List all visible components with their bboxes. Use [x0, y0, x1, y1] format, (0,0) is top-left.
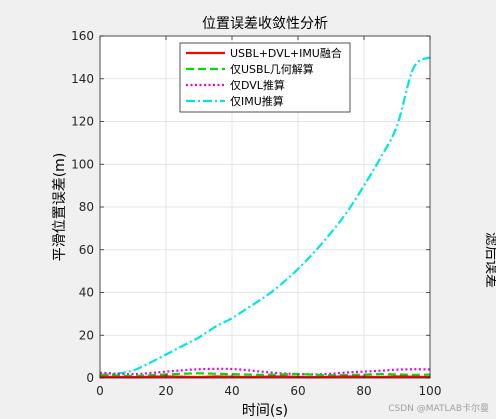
y-tick-label: 60	[79, 243, 94, 257]
cut-off-secondary-label: 滤后误差	[483, 232, 496, 288]
legend-label-3: 仅IMU推算	[230, 94, 284, 108]
y-tick-label: 20	[79, 328, 94, 342]
tick-labels: 0 20 40 60 80 100 0 20 40 60 80 100 120 140 160	[71, 29, 441, 398]
series-lines	[99, 56, 431, 379]
series-line-2	[99, 367, 431, 376]
axis-ticks	[99, 35, 431, 379]
watermark: CSDN @MATLAB卡尔曼	[388, 402, 489, 414]
y-tick-label: 80	[79, 200, 94, 214]
y-axis-label: 平滑位置误差(m)	[51, 153, 68, 262]
series-line-3	[99, 56, 431, 376]
series-line-1	[99, 372, 431, 377]
legend-label-0: USBL+DVL+IMU融合	[230, 46, 342, 60]
legend-label-1: 仅USBL几何解算	[230, 62, 314, 76]
y-tick-label: 140	[71, 72, 94, 86]
chart-title: 位置误差收敛性分析	[202, 16, 328, 32]
legend-label-2: 仅DVL推算	[230, 78, 285, 92]
x-axis-label: 时间(s)	[242, 403, 288, 419]
x-tick-label: 60	[290, 384, 305, 398]
y-tick-label: 0	[86, 371, 94, 385]
x-tick-label: 20	[158, 384, 173, 398]
x-tick-label: 80	[356, 384, 371, 398]
x-tick-label: 0	[96, 384, 104, 398]
y-tick-label: 40	[79, 286, 94, 300]
y-tick-label: 100	[71, 157, 94, 171]
y-tick-label: 160	[71, 29, 94, 43]
series-line-0	[99, 375, 431, 379]
x-tick-label: 40	[224, 384, 239, 398]
x-tick-label: 100	[419, 384, 442, 398]
y-tick-label: 120	[71, 115, 94, 129]
